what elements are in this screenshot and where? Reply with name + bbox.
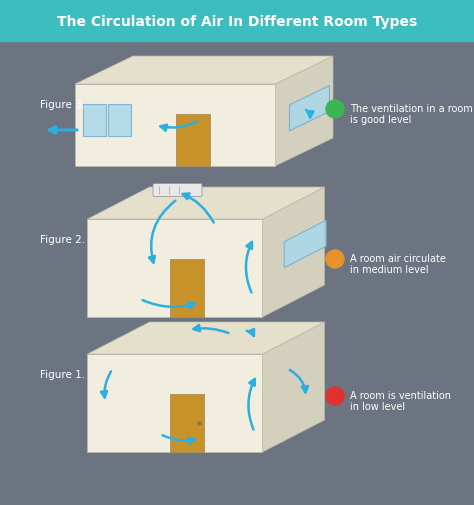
FancyArrowPatch shape [306, 111, 313, 118]
FancyArrowPatch shape [248, 379, 255, 430]
Polygon shape [88, 220, 263, 317]
Polygon shape [75, 57, 333, 85]
Polygon shape [75, 85, 275, 167]
Text: in medium level: in medium level [350, 265, 428, 274]
FancyBboxPatch shape [153, 184, 202, 197]
FancyBboxPatch shape [170, 260, 204, 317]
Text: Figure 1.: Figure 1. [40, 369, 85, 379]
FancyArrowPatch shape [193, 325, 228, 333]
FancyArrowPatch shape [149, 201, 175, 263]
Polygon shape [284, 221, 326, 268]
FancyArrowPatch shape [246, 329, 254, 336]
FancyBboxPatch shape [108, 105, 131, 137]
Text: A room is ventilation: A room is ventilation [350, 390, 451, 400]
Text: The Circulation of Air In Different Room Types: The Circulation of Air In Different Room… [57, 15, 417, 29]
Text: The ventilation in a room: The ventilation in a room [350, 104, 473, 114]
FancyBboxPatch shape [0, 0, 474, 42]
FancyArrowPatch shape [246, 242, 252, 293]
Circle shape [326, 101, 344, 119]
FancyArrowPatch shape [182, 194, 214, 223]
Polygon shape [275, 57, 333, 167]
FancyArrowPatch shape [163, 435, 195, 444]
FancyArrowPatch shape [49, 127, 77, 134]
FancyArrowPatch shape [101, 372, 111, 398]
Circle shape [326, 250, 344, 269]
Text: A room air circulate: A room air circulate [350, 254, 446, 264]
Polygon shape [263, 188, 325, 317]
Text: Figure 3.: Figure 3. [40, 100, 85, 110]
Polygon shape [263, 322, 325, 452]
Text: in low level: in low level [350, 401, 405, 411]
FancyBboxPatch shape [83, 105, 106, 137]
FancyArrowPatch shape [143, 300, 195, 309]
Polygon shape [88, 322, 325, 355]
Circle shape [326, 387, 344, 405]
Polygon shape [88, 355, 263, 452]
FancyArrowPatch shape [160, 122, 198, 131]
Text: is good level: is good level [350, 115, 411, 125]
Polygon shape [290, 86, 329, 131]
FancyBboxPatch shape [176, 115, 210, 167]
FancyArrowPatch shape [290, 370, 308, 393]
Polygon shape [88, 188, 325, 220]
Text: Figure 2.: Figure 2. [40, 234, 85, 244]
FancyBboxPatch shape [170, 394, 204, 452]
